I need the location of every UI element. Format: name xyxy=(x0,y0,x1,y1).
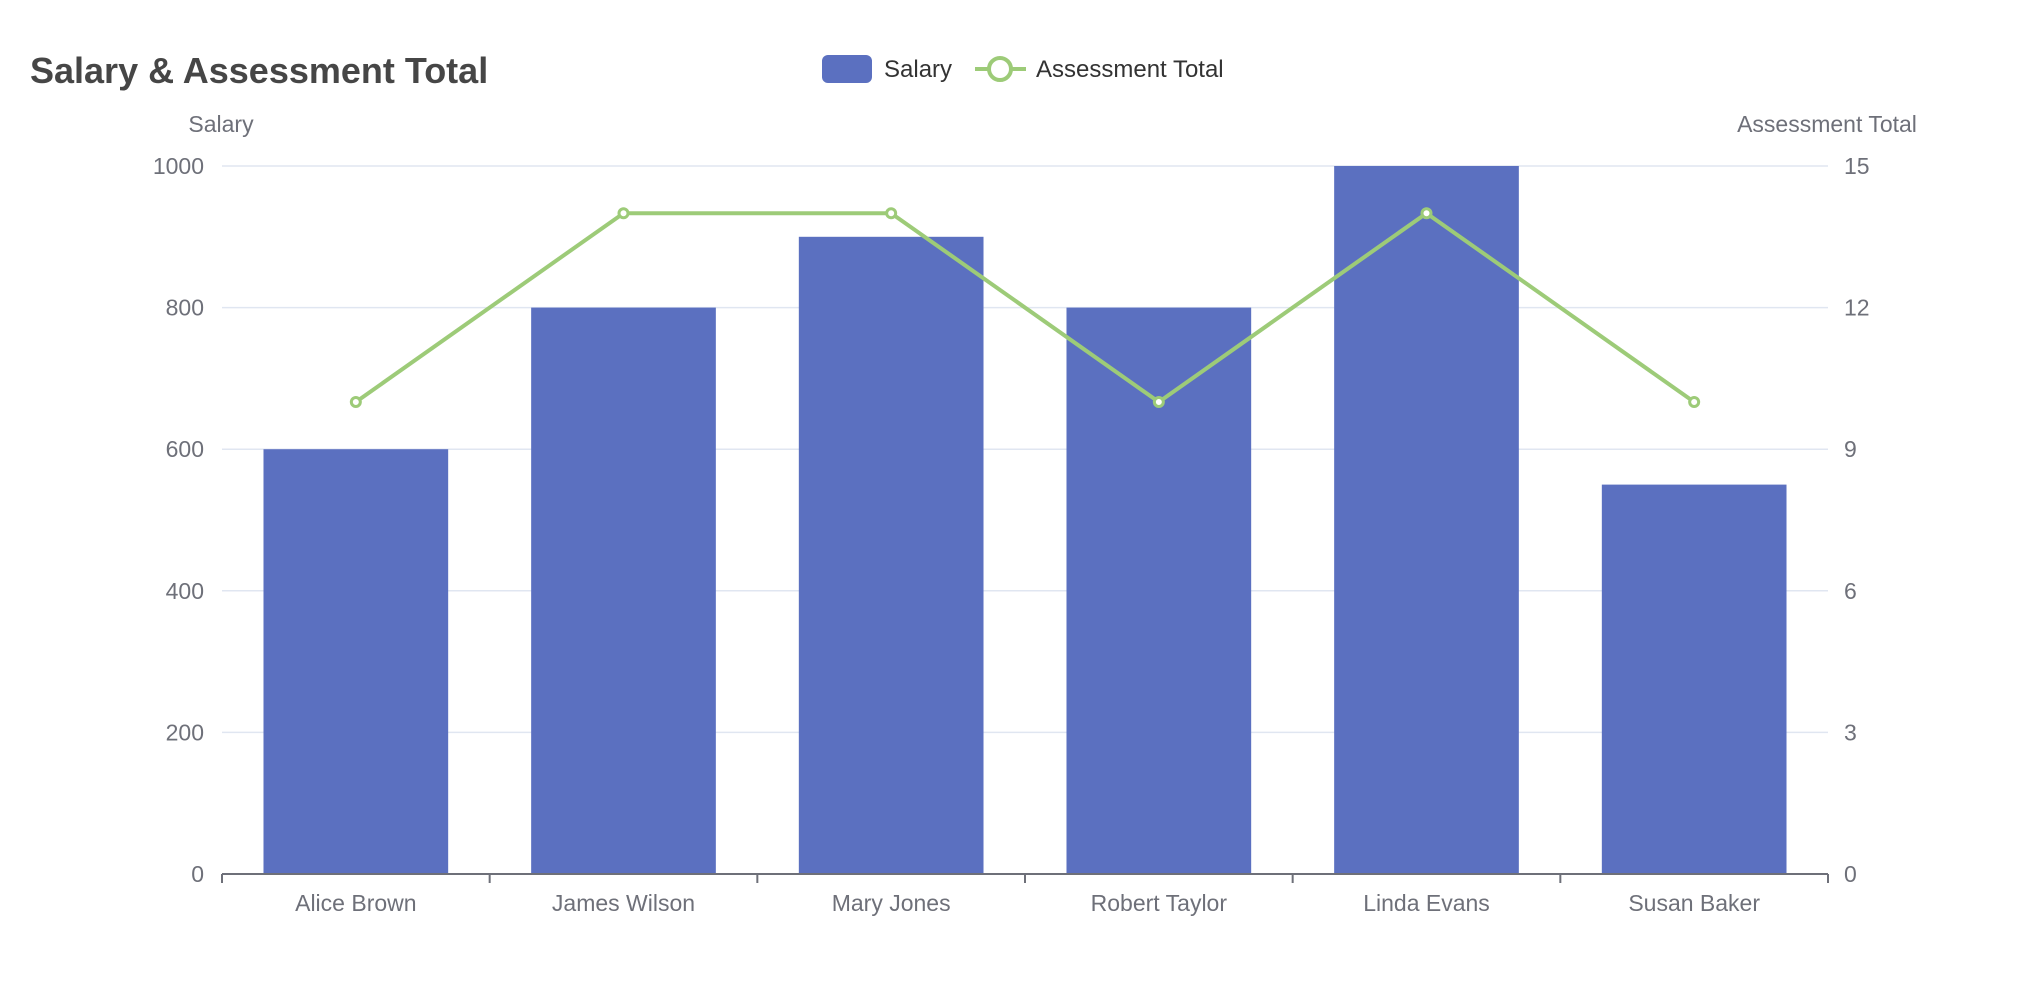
assessment-total-line xyxy=(354,211,1696,404)
y-left-tick-label: 800 xyxy=(166,295,204,321)
line-point-mary-jones[interactable] xyxy=(885,207,898,220)
y-left-tick-label: 200 xyxy=(166,719,204,745)
legend-swatch-marker-assessment xyxy=(987,56,1013,82)
y-left-tick-label: 600 xyxy=(166,436,204,462)
y-right-tick-label: 9 xyxy=(1844,436,1857,462)
legend-label-salary: Salary xyxy=(884,56,952,83)
y-right-tick-label: 0 xyxy=(1844,861,1857,887)
x-tick-label: Mary Jones xyxy=(832,890,951,916)
x-tick-label: Alice Brown xyxy=(295,890,416,916)
y-left-tick-label: 0 xyxy=(191,861,204,887)
y-right-tick-label: 6 xyxy=(1844,578,1857,604)
bar-susan-baker[interactable] xyxy=(1601,484,1787,874)
legend: Salary Assessment Total xyxy=(822,55,1224,83)
bar-alice-brown[interactable] xyxy=(263,449,449,874)
bar-series xyxy=(263,166,1787,875)
y-axis-left-label: Salary xyxy=(188,111,254,137)
line-point-james-wilson[interactable] xyxy=(617,207,630,220)
x-tick-label: James Wilson xyxy=(552,890,695,916)
y-right-tick-label: 15 xyxy=(1844,153,1870,179)
legend-item-assessment-total[interactable]: Assessment Total xyxy=(975,56,1224,83)
legend-item-salary[interactable]: Salary xyxy=(822,55,952,83)
y-axis-right-label: Assessment Total xyxy=(1737,111,1917,137)
bar-linda-evans[interactable] xyxy=(1334,166,1519,874)
x-tick-label: Linda Evans xyxy=(1363,890,1490,916)
line-point-alice-brown[interactable] xyxy=(349,396,362,408)
axes: 0 200 400 600 800 1000 0 3 6 9 12 15 Alice Brown Jame… xyxy=(153,153,1870,916)
line-point-linda-evans[interactable] xyxy=(1420,207,1433,220)
bar-robert-taylor[interactable] xyxy=(1066,307,1252,875)
grid-lines xyxy=(222,165,1828,734)
line-point-robert-taylor[interactable] xyxy=(1152,396,1165,408)
line-series xyxy=(349,207,1701,408)
y-left-tick-label: 1000 xyxy=(153,153,204,179)
x-tick-label: Susan Baker xyxy=(1628,890,1760,916)
y-left-tick-label: 400 xyxy=(166,578,204,604)
bar-mary-jones[interactable] xyxy=(798,236,984,875)
bar-james-wilson[interactable] xyxy=(531,307,716,875)
y-right-tick-label: 12 xyxy=(1844,295,1870,321)
legend-swatch-salary xyxy=(822,55,872,83)
line-point-susan-baker[interactable] xyxy=(1688,396,1701,408)
chart-title: Salary & Assessment Total xyxy=(30,50,488,91)
y-right-tick-label: 3 xyxy=(1844,719,1857,745)
x-tick-label: Robert Taylor xyxy=(1091,890,1228,916)
legend-label-assessment-total: Assessment Total xyxy=(1036,56,1224,83)
